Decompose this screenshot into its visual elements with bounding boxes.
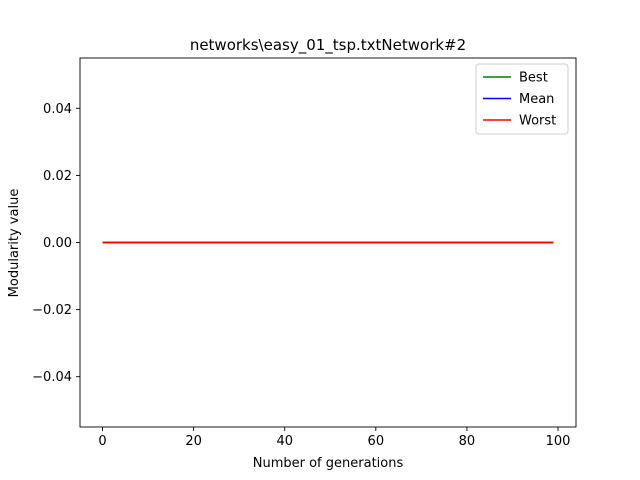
y-tick-label: 0.00 [43,236,72,251]
x-axis-label: Number of generations [253,456,404,471]
y-tick-label: 0.02 [43,169,72,184]
legend-label-mean: Mean [519,92,554,107]
x-tick-label: 40 [276,434,293,449]
x-tick-label: 60 [368,434,385,449]
x-tick-label: 100 [546,434,571,449]
chart-title: networks\easy_01_tsp.txtNetwork#2 [190,36,466,55]
legend-box [475,63,569,135]
legend-label-worst: Worst [519,114,556,129]
x-tick-label: 20 [185,434,202,449]
x-tick-label: 80 [459,434,476,449]
y-tick-label: −0.02 [32,303,72,318]
y-axis-label: Modularity value [7,189,22,298]
plot-area: 0 20 40 60 80 100 −0.04 −0.02 0.00 0.02 0.04 Best Me… [32,57,577,449]
legend-label-best: Best [519,71,548,86]
y-tick-label: −0.04 [32,370,72,385]
y-tick-label: 0.04 [43,102,72,117]
x-tick-label: 0 [98,434,106,449]
